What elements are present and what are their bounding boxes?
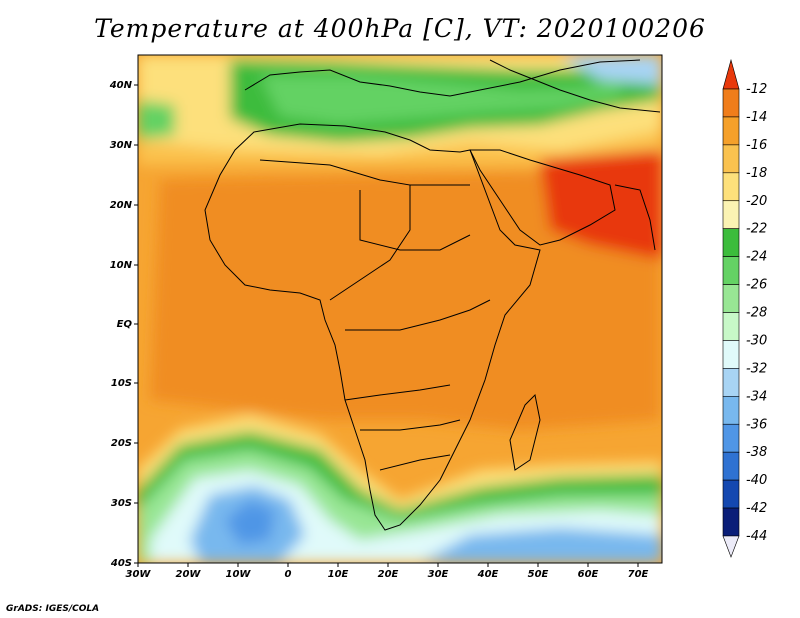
colorbar-top-arrow [722,58,740,90]
grads-credit: GrADS: IGES/COLA [6,604,100,614]
lon-tick-20e: 20E [378,563,399,580]
svg-text:10E: 10E [328,569,349,580]
temperature-field [138,55,662,563]
colorbar-box [722,88,740,118]
svg-text:50E: 50E [528,569,549,580]
svg-text:70E: 70E [628,569,649,580]
colorbar-label: -42 [746,501,767,516]
svg-text:20N: 20N [110,200,133,211]
svg-text:30N: 30N [110,140,133,151]
colorbar-box [722,228,740,257]
colorbar-label: -20 [746,194,767,209]
colorbar-box [722,144,740,174]
colorbar: -12 -14 -16 -18 -20 -22 -24 -26 -28 -30 -32 -34 -36 -… [722,58,767,558]
colorbar-box [722,451,740,481]
lat-tick-30n: 30N [110,140,138,151]
lon-tick-20w: 20W [176,563,202,580]
colorbar-box [722,116,740,146]
colorbar-box [722,256,740,285]
svg-text:10N: 10N [110,260,133,271]
lon-tick-60e: 60E [578,563,599,580]
colorbar-box [722,284,740,313]
colorbar-label: -12 [746,82,767,97]
colorbar-label: -40 [746,473,767,488]
svg-text:20E: 20E [378,569,399,580]
lat-tick-40s: 40S [110,558,138,569]
colorbar-label: -14 [746,110,767,125]
lat-tick-30s: 30S [111,498,138,509]
lat-tick-eq: EQ [117,319,138,330]
colorbar-box [722,312,740,341]
lat-tick-40n: 40N [109,80,138,91]
colorbar-box [722,423,740,453]
colorbar-label: -22 [746,222,767,237]
lat-axis: 40N 30N 20N 10N EQ 10S 20S 30S 40S [109,80,138,569]
colorbar-box [722,172,740,202]
colorbar-label: -32 [746,361,767,376]
colorbar-box [722,340,740,369]
lat-tick-20n: 20N [110,200,138,211]
lon-tick-50e: 50E [528,563,549,580]
svg-text:EQ: EQ [117,319,133,330]
lon-axis: 30W 20W 10W 0 10E 20E 30E 40E 50E 60E 70… [126,563,649,580]
lon-tick-70e: 70E [628,563,649,580]
colorbar-box [722,507,740,537]
colorbar-label: -24 [746,250,767,265]
colorbar-bottom-arrow [722,535,740,558]
svg-text:60E: 60E [578,569,599,580]
colorbar-label: -30 [746,333,767,348]
svg-text:30W: 30W [126,569,152,580]
svg-text:40N: 40N [109,80,133,91]
lon-tick-10w: 10W [226,563,252,580]
map-title: Temperature at 400hPa [C], VT: 202010020… [94,14,706,43]
lon-tick-10e: 10E [328,563,349,580]
colorbar-labels: -12 -14 -16 -18 -20 -22 -24 -26 -28 -30 -32 -34 -36 -… [746,82,767,544]
svg-text:10W: 10W [226,569,252,580]
lon-tick-40e: 40E [477,563,499,580]
colorbar-box [722,368,740,397]
svg-text:0: 0 [285,569,292,580]
svg-text:20W: 20W [176,569,202,580]
colorbar-label: -16 [746,138,767,153]
svg-text:40S: 40S [110,558,132,569]
lon-tick-0: 0 [285,563,292,580]
plot-frame [137,54,663,564]
svg-text:30E: 30E [428,569,449,580]
colorbar-label: -44 [746,529,767,544]
lat-tick-10n: 10N [110,260,138,271]
colorbar-label: -26 [746,278,767,293]
colorbar-boxes [722,88,740,537]
lat-tick-10s: 10S [111,378,138,389]
lon-tick-30w: 30W [126,563,152,580]
colorbar-box [722,479,740,509]
lon-tick-30e: 30E [428,563,449,580]
coastlines [204,59,661,531]
svg-text:20S: 20S [111,438,132,449]
svg-text:10S: 10S [111,378,132,389]
colorbar-label: -38 [746,445,767,460]
colorbar-box [722,396,740,425]
colorbar-box [722,200,740,229]
svg-text:30S: 30S [111,498,132,509]
svg-text:40E: 40E [477,569,499,580]
colorbar-label: -28 [746,306,767,321]
colorbar-label: -18 [746,166,767,181]
colorbar-label: -34 [746,389,767,404]
colorbar-label: -36 [746,417,767,432]
lat-tick-20s: 20S [111,438,138,449]
